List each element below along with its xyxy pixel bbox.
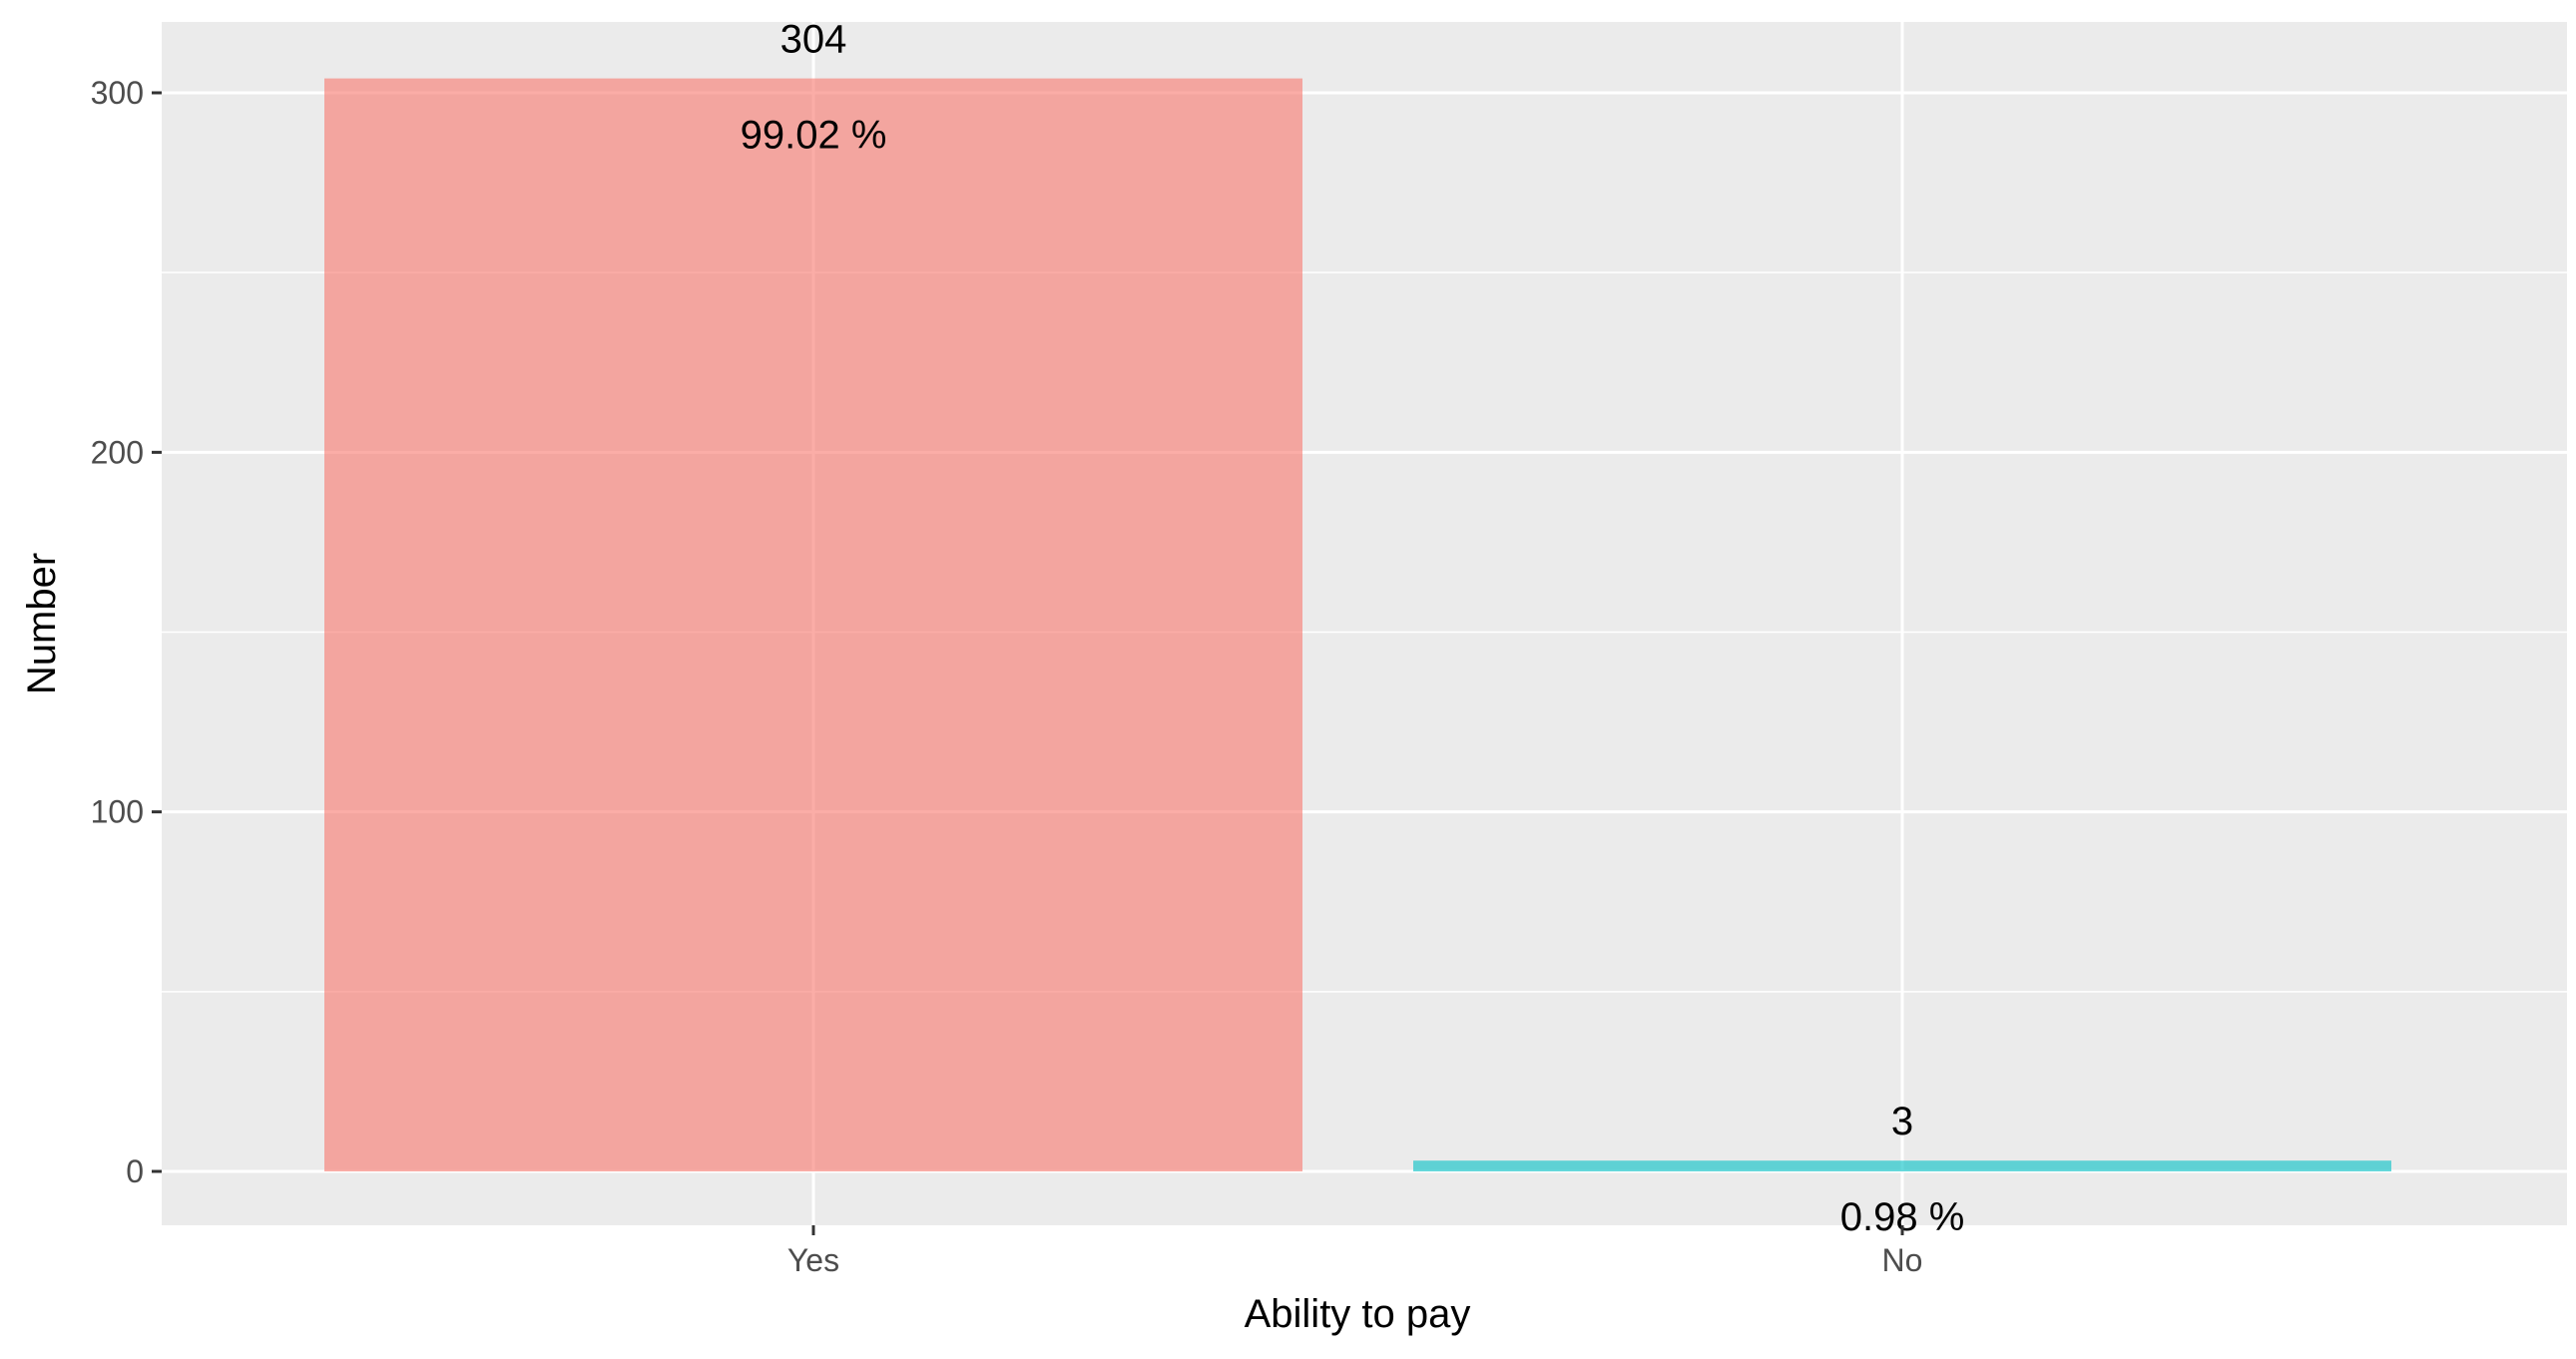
y-axis: 0 100 200 300 [91,75,162,1189]
bar-no [1413,1160,2391,1171]
y-axis-title: Number [20,553,64,694]
x-tick-label: No [1882,1242,1923,1278]
percent-label: 99.02 % [741,114,887,158]
bar-yes [324,78,1302,1171]
x-tick-label: Yes [787,1242,839,1278]
x-axis-title: Ability to pay [1245,1292,1471,1336]
x-axis: Yes No [787,1225,1923,1278]
y-tick-label: 300 [91,75,144,111]
y-tick-label: 200 [91,434,144,470]
y-tick-label: 0 [126,1153,144,1189]
count-label: 304 [780,18,847,62]
bars [324,78,2391,1171]
count-label: 3 [1891,1100,1913,1143]
y-tick-label: 100 [91,794,144,830]
